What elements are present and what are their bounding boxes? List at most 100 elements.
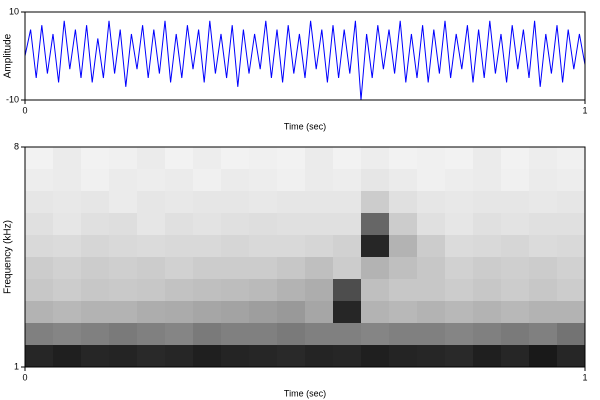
- spectrogram-cell: [361, 169, 390, 192]
- spectrogram-cell: [529, 323, 558, 346]
- spectrogram-cell: [361, 235, 390, 258]
- spectrogram-cell: [389, 213, 418, 236]
- spectrogram-cell: [277, 257, 306, 280]
- spectrogram-cell: [81, 191, 110, 214]
- spectrogram-cell: [221, 147, 250, 170]
- spectrogram-cell: [165, 235, 194, 258]
- spectrogram-cell: [557, 147, 586, 170]
- spectrogram-cell: [53, 147, 82, 170]
- x-axis-label: Time (sec): [284, 121, 326, 131]
- spectrogram-cell: [81, 257, 110, 280]
- spectrogram-cell: [109, 257, 138, 280]
- x-tick-label: 0: [22, 372, 27, 382]
- spectrogram-cell: [277, 169, 306, 192]
- spectrogram-cell: [193, 191, 222, 214]
- spectrogram-cell: [417, 257, 446, 280]
- spectrogram-cell: [221, 169, 250, 192]
- spectrogram-cell: [417, 213, 446, 236]
- x-tick-label: 1: [582, 105, 587, 115]
- spectrogram-cell: [249, 213, 278, 236]
- spectrogram-cell: [165, 191, 194, 214]
- spectrogram-cell: [305, 213, 334, 236]
- spectrogram-cell: [389, 169, 418, 192]
- spectrogram-cell: [361, 147, 390, 170]
- spectrogram-cell: [137, 257, 166, 280]
- spectrogram-cell: [109, 147, 138, 170]
- spectrogram-cell: [109, 169, 138, 192]
- spectrogram-cell: [557, 323, 586, 346]
- spectrogram-cell: [277, 147, 306, 170]
- spectrogram-cell: [249, 169, 278, 192]
- spectrogram-cell: [529, 147, 558, 170]
- spectrogram-cell: [417, 235, 446, 258]
- spectrogram-cell: [109, 213, 138, 236]
- spectrogram-cell: [165, 279, 194, 302]
- spectrogram-cell: [557, 169, 586, 192]
- spectrogram-cell: [137, 323, 166, 346]
- spectrogram-cell: [557, 191, 586, 214]
- spectrogram-cell: [501, 345, 530, 368]
- spectrogram-cell: [221, 257, 250, 280]
- spectrogram-cell: [557, 257, 586, 280]
- spectrogram-cell: [53, 279, 82, 302]
- spectrogram-cell: [277, 301, 306, 324]
- plot-frame: [24, 146, 586, 368]
- spectrogram-cell: [445, 301, 474, 324]
- spectrogram-cell: [81, 345, 110, 368]
- spectrogram-cell: [137, 279, 166, 302]
- spectrogram-cell: [165, 301, 194, 324]
- spectrogram-cell: [277, 323, 306, 346]
- spectrogram-cell: [305, 323, 334, 346]
- spectrogram-cell: [473, 235, 502, 258]
- spectrogram-cell: [53, 191, 82, 214]
- spectrogram-cell: [389, 191, 418, 214]
- spectrogram-cell: [333, 147, 362, 170]
- spectrogram-cell: [389, 323, 418, 346]
- spectrogram-cell: [25, 169, 54, 192]
- spectrogram-cell: [445, 191, 474, 214]
- spectrogram-cell: [333, 257, 362, 280]
- spectrogram-cell: [445, 235, 474, 258]
- spectrogram-cell: [501, 257, 530, 280]
- spectrogram-cell: [81, 301, 110, 324]
- spectrogram-cell: [305, 345, 334, 368]
- spectrogram-cell: [417, 169, 446, 192]
- spectrogram-cell: [25, 147, 54, 170]
- spectrogram-cell: [361, 323, 390, 346]
- spectrogram-cell: [501, 213, 530, 236]
- spectrogram-cell: [109, 235, 138, 258]
- spectrogram-cell: [221, 279, 250, 302]
- spectrogram-cell: [221, 323, 250, 346]
- spectrogram-cell: [25, 301, 54, 324]
- spectrogram-cell: [165, 345, 194, 368]
- spectrogram-cell: [137, 345, 166, 368]
- spectrogram-cell: [361, 257, 390, 280]
- spectrogram-cell: [473, 301, 502, 324]
- y-tick-label: -10: [6, 94, 19, 104]
- spectrogram-cell: [165, 213, 194, 236]
- spectrogram-cell: [81, 279, 110, 302]
- spectrogram-cell: [25, 345, 54, 368]
- spectrogram-cell: [501, 323, 530, 346]
- spectrogram-cell: [333, 169, 362, 192]
- spectrogram-cell: [529, 257, 558, 280]
- spectrogram-cell: [529, 279, 558, 302]
- spectrogram-cell: [305, 147, 334, 170]
- spectrogram-cell: [193, 169, 222, 192]
- x-axis-label: Time (sec): [284, 388, 326, 398]
- spectrogram-cell: [473, 169, 502, 192]
- spectrogram-cell: [277, 213, 306, 236]
- spectrogram-cell: [417, 323, 446, 346]
- spectrogram-cell: [221, 345, 250, 368]
- spectrogram-cell: [417, 191, 446, 214]
- spectrogram-cell: [529, 169, 558, 192]
- spectrogram-cell: [25, 257, 54, 280]
- spectrogram-cell: [557, 301, 586, 324]
- spectrogram-cell: [361, 345, 390, 368]
- spectrogram-cell: [249, 301, 278, 324]
- spectrogram-cell: [557, 345, 586, 368]
- spectrogram-cell: [473, 147, 502, 170]
- spectrogram-cell: [529, 235, 558, 258]
- spectrogram-cell: [473, 323, 502, 346]
